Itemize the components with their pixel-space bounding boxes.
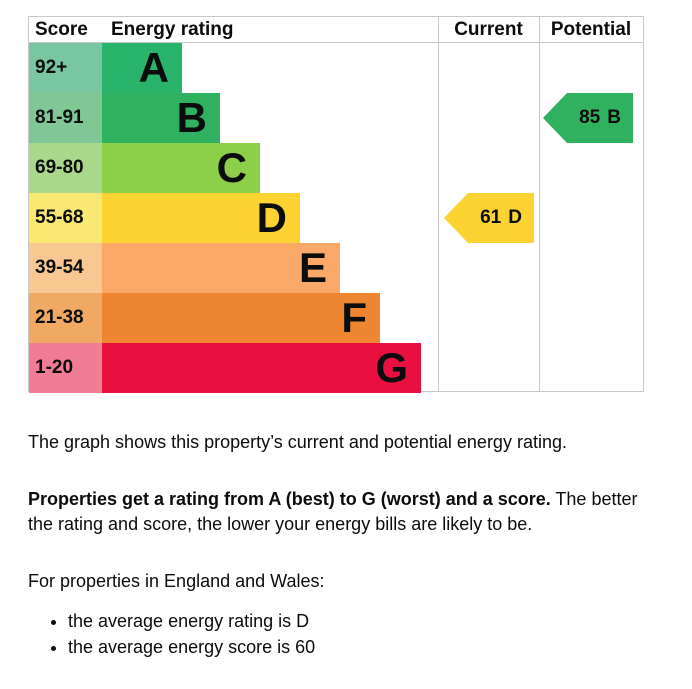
chart-description: The graph shows this property’s current … xyxy=(28,430,664,660)
potential-column-divider xyxy=(539,17,540,391)
band-letter: B xyxy=(176,94,207,141)
intro-paragraph: The graph shows this property’s current … xyxy=(28,432,567,452)
band-score: 69-80 xyxy=(29,143,102,193)
band-rows: 92+ A 81-91 B 69-80 C 55-68 D xyxy=(29,43,643,393)
chart-header-row: Score Energy rating Current Potential xyxy=(29,17,643,43)
rating-paragraph-bold: Properties get a rating from A (best) to… xyxy=(28,489,551,509)
region-paragraph: For properties in England and Wales: xyxy=(28,571,325,591)
band-bar: D xyxy=(102,193,300,243)
energy-rating-chart: Score Energy rating Current Potential 92… xyxy=(28,16,644,393)
average-rating-item: the average energy rating is D xyxy=(68,609,664,634)
band-bar: A xyxy=(102,43,182,93)
current-rating-letter: D xyxy=(508,207,522,228)
header-potential: Potential xyxy=(550,19,632,40)
header-current: Current xyxy=(454,19,523,40)
header-energy-rating: Energy rating xyxy=(111,19,234,40)
band-score: 92+ xyxy=(29,43,102,93)
band-row: 21-38 F xyxy=(29,293,643,343)
band-score: 81-91 xyxy=(29,93,102,143)
band-letter: E xyxy=(298,244,327,291)
band-bar: B xyxy=(102,93,220,143)
rating-paragraph: Properties get a rating from A (best) to… xyxy=(28,487,664,537)
header-score: Score xyxy=(35,19,88,40)
band-row: 55-68 D xyxy=(29,193,643,243)
potential-rating-letter: B xyxy=(607,107,621,128)
band-letter: G xyxy=(375,344,408,391)
average-stats-list: the average energy rating is D the avera… xyxy=(28,609,664,660)
band-row: 92+ A xyxy=(29,43,643,93)
band-score: 1-20 xyxy=(29,343,102,393)
band-letter: A xyxy=(138,44,169,91)
band-bar: F xyxy=(102,293,380,343)
rating-paragraph-rest: The better the rating and score, the low… xyxy=(28,489,638,534)
current-score: 61 xyxy=(480,207,502,228)
band-score: 39-54 xyxy=(29,243,102,293)
band-bar: E xyxy=(102,243,340,293)
band-row: 39-54 E xyxy=(29,243,643,293)
band-score: 21-38 xyxy=(29,293,102,343)
band-row: 1-20 G xyxy=(29,343,643,393)
average-score-item: the average energy score is 60 xyxy=(68,635,664,660)
band-row: 81-91 B xyxy=(29,93,643,143)
band-letter: F xyxy=(341,294,367,341)
band-bar: G xyxy=(102,343,421,393)
band-bar: C xyxy=(102,143,260,193)
band-score: 55-68 xyxy=(29,193,102,243)
band-letter: C xyxy=(216,144,247,191)
band-letter: D xyxy=(256,194,287,241)
current-column-divider xyxy=(438,17,439,391)
potential-score: 85 xyxy=(579,107,601,128)
band-row: 69-80 C xyxy=(29,143,643,193)
